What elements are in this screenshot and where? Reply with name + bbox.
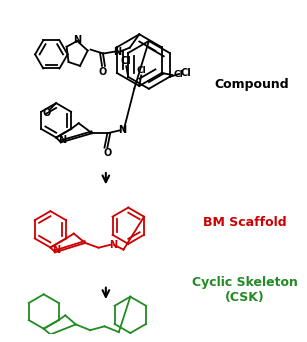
Text: Cyclic Skeleton
(CSK): Cyclic Skeleton (CSK): [192, 276, 297, 304]
Text: N: N: [73, 35, 81, 45]
Text: N: N: [109, 240, 117, 250]
Text: Cl: Cl: [121, 56, 132, 66]
Text: Cl: Cl: [181, 68, 191, 78]
Text: N: N: [113, 47, 121, 56]
Text: N: N: [52, 245, 60, 255]
Text: Compound: Compound: [215, 78, 290, 91]
Text: O: O: [103, 148, 111, 158]
Text: Cl: Cl: [173, 70, 183, 79]
Text: N: N: [119, 126, 127, 135]
Text: O: O: [99, 67, 107, 77]
Text: O: O: [42, 108, 51, 118]
Text: BM Scaffold: BM Scaffold: [203, 216, 286, 229]
Text: N: N: [58, 135, 66, 145]
Text: Cl: Cl: [136, 66, 146, 75]
